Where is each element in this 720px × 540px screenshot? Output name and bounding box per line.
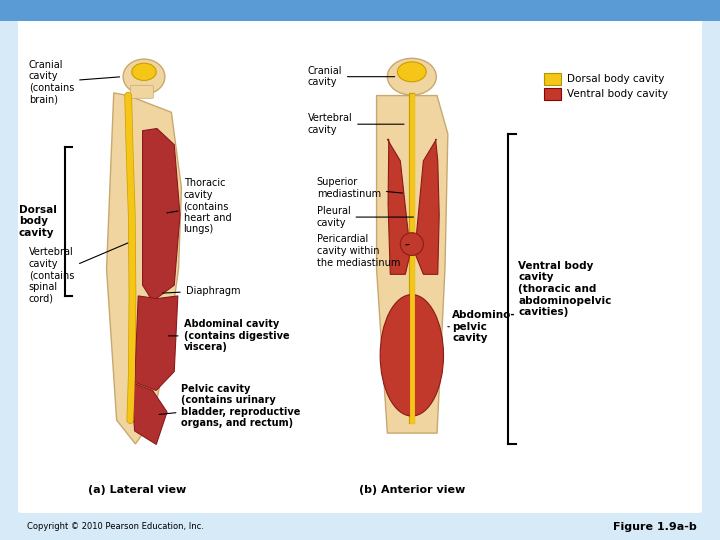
Text: Abdomino-
pelvic
cavity: Abdomino- pelvic cavity [448,310,516,343]
Text: Cranial
cavity
(contains
brain): Cranial cavity (contains brain) [29,60,120,104]
Ellipse shape [387,58,436,95]
Polygon shape [143,129,180,301]
Ellipse shape [380,294,444,416]
Text: Pelvic cavity
(contains urinary
bladder, reproductive
organs, and rectum): Pelvic cavity (contains urinary bladder,… [159,384,301,428]
Polygon shape [135,296,178,390]
Bar [544,73,561,85]
Ellipse shape [397,62,426,82]
Polygon shape [387,139,410,274]
Text: Thoracic
cavity
(contains
heart and
lungs): Thoracic cavity (contains heart and lung… [167,178,231,234]
Polygon shape [377,96,448,433]
Polygon shape [131,382,167,444]
FancyBboxPatch shape [18,19,702,513]
Bar [544,88,561,100]
Text: Pleural
cavity: Pleural cavity [317,206,413,228]
Text: Abdominal cavity
(contains digestive
viscera): Abdominal cavity (contains digestive vis… [168,319,289,353]
Text: (b) Anterior view: (b) Anterior view [359,485,465,495]
Text: Superior
mediastinum: Superior mediastinum [317,177,402,199]
FancyBboxPatch shape [130,85,153,98]
Text: Diaphragm: Diaphragm [163,286,240,295]
Text: Cranial
cavity: Cranial cavity [307,66,395,87]
Ellipse shape [123,59,165,94]
Polygon shape [107,93,181,444]
Polygon shape [415,139,439,274]
Text: (a) Lateral view: (a) Lateral view [88,485,186,495]
Text: Vertebral
cavity: Vertebral cavity [307,113,404,135]
Text: Figure 1.9a-b: Figure 1.9a-b [613,522,697,531]
Text: Copyright © 2010 Pearson Education, Inc.: Copyright © 2010 Pearson Education, Inc. [27,522,204,531]
Text: Vertebral
cavity
(contains
spinal
cord): Vertebral cavity (contains spinal cord) [29,243,127,303]
Bar [0,0,720,21]
Text: Dorsal
body
cavity: Dorsal body cavity [19,205,57,238]
Text: Ventral body cavity: Ventral body cavity [567,89,667,99]
Text: Ventral body
cavity
(thoracic and
abdominopelvic
cavities): Ventral body cavity (thoracic and abdomi… [518,261,612,317]
Text: Dorsal body cavity: Dorsal body cavity [567,74,664,84]
Text: Pericardial
cavity within
the mediastinum: Pericardial cavity within the mediastinu… [317,234,409,268]
Ellipse shape [132,63,156,80]
Ellipse shape [400,233,423,255]
